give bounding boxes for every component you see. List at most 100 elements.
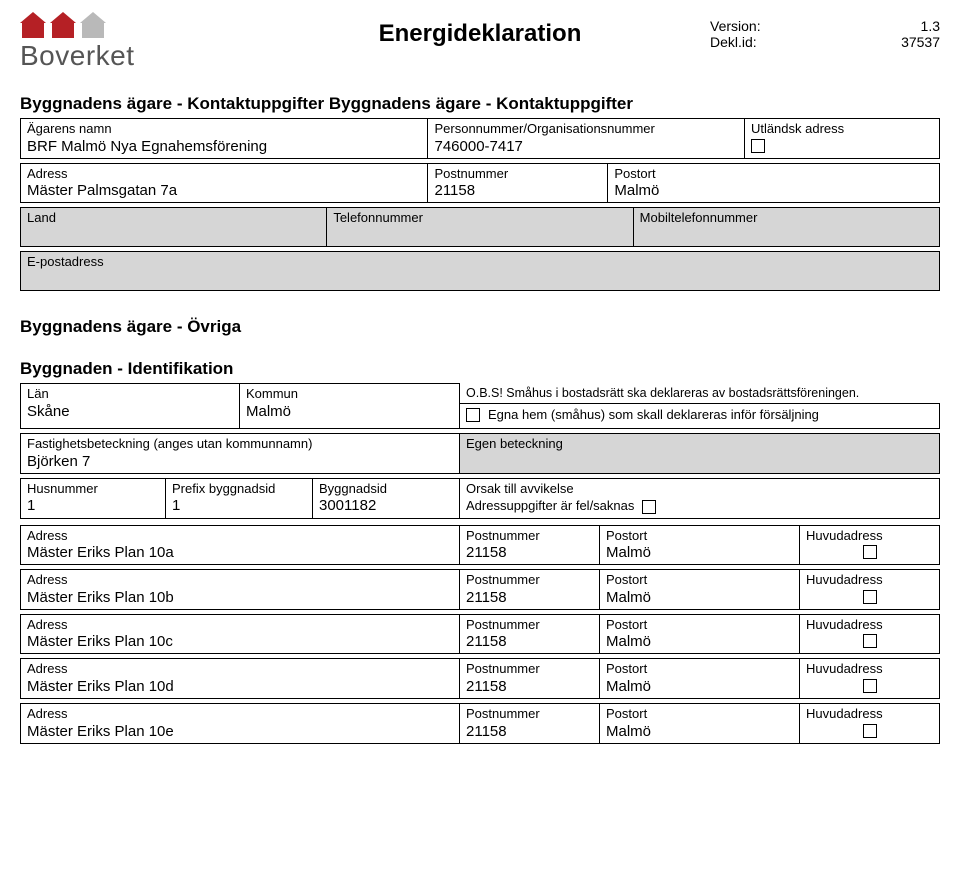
owner-orgnr-value: 746000-7417 xyxy=(434,137,737,155)
addr-postort-value: Malmö xyxy=(606,632,793,650)
huvudadress-checkbox[interactable] xyxy=(863,590,877,604)
field-label: Postnummer xyxy=(434,166,601,182)
owner-postnr-field: Postnummer 21158 xyxy=(428,163,608,204)
addr-postnr-value: 21158 xyxy=(466,543,593,561)
obs-column: O.B.S! Småhus i bostadsrätt ska deklarer… xyxy=(460,383,940,429)
owner-mobil-value xyxy=(640,226,933,227)
owner-row-4: E-postadress xyxy=(20,251,940,291)
addr-huvud-field: Huvudadress xyxy=(800,525,940,566)
page-header: Boverket Energideklaration Version: 1.3 … xyxy=(20,12,940,72)
addr-postnr-field: Postnummer21158 xyxy=(460,569,600,610)
section-ident-title: Byggnaden - Identifikation xyxy=(20,359,940,379)
orsak-text: Adressuppgifter är fel/saknas xyxy=(466,498,634,514)
addr-adress-field: AdressMäster Eriks Plan 10a xyxy=(20,525,460,566)
prefix-value: 1 xyxy=(172,496,306,514)
orsak-checkbox[interactable] xyxy=(642,500,656,514)
field-label: Huvudadress xyxy=(806,617,883,633)
owner-address-field: Adress Mäster Palmsgatan 7a xyxy=(20,163,428,204)
huvudadress-checkbox[interactable] xyxy=(863,679,877,693)
addr-adress-field: AdressMäster Eriks Plan 10b xyxy=(20,569,460,610)
egenbet-field: Egen beteckning xyxy=(460,433,940,474)
field-label: Postnummer xyxy=(466,528,593,544)
field-label: Mobiltelefonnummer xyxy=(640,210,933,226)
egna-hem-checkbox[interactable] xyxy=(466,408,480,422)
house-icon xyxy=(20,12,46,38)
field-label: Län xyxy=(27,386,233,402)
field-label: Postort xyxy=(606,528,793,544)
addr-adress-value: Mäster Eriks Plan 10d xyxy=(27,677,453,695)
logo: Boverket xyxy=(20,12,250,72)
address-row: AdressMäster Eriks Plan 10ePostnummer211… xyxy=(20,703,940,744)
addr-postort-value: Malmö xyxy=(606,543,793,561)
version-label: Version: xyxy=(710,18,810,34)
addr-postnr-field: Postnummer21158 xyxy=(460,658,600,699)
field-label: Kommun xyxy=(246,386,453,402)
huvudadress-checkbox[interactable] xyxy=(863,724,877,738)
addr-postnr-value: 21158 xyxy=(466,632,593,650)
house-icon xyxy=(50,12,76,38)
deklid-label: Dekl.id: xyxy=(710,34,810,50)
field-label: Postort xyxy=(606,661,793,677)
addr-adress-field: AdressMäster Eriks Plan 10d xyxy=(20,658,460,699)
huvudadress-checkbox[interactable] xyxy=(863,545,877,559)
addr-adress-value: Mäster Eriks Plan 10e xyxy=(27,722,453,740)
ident-row-2: Fastighetsbeteckning (anges utan kommunn… xyxy=(20,433,940,474)
owner-name-field: Ägarens namn BRF Malmö Nya Egnahemsfören… xyxy=(20,118,428,159)
huvudadress-checkbox[interactable] xyxy=(863,634,877,648)
owner-row-1: Ägarens namn BRF Malmö Nya Egnahemsfören… xyxy=(20,118,940,159)
addr-adress-value: Mäster Eriks Plan 10b xyxy=(27,588,453,606)
addr-postort-field: PostortMalmö xyxy=(600,569,800,610)
addr-postnr-field: Postnummer21158 xyxy=(460,703,600,744)
field-label: E-postadress xyxy=(27,254,933,270)
owner-orgnr-field: Personnummer/Organisationsnummer 746000-… xyxy=(428,118,744,159)
byggid-value: 3001182 xyxy=(319,496,453,514)
field-label: Personnummer/Organisationsnummer xyxy=(434,121,737,137)
kommun-value: Malmö xyxy=(246,402,453,420)
addr-postort-value: Malmö xyxy=(606,722,793,740)
egna-hem-label: Egna hem (småhus) som skall deklareras i… xyxy=(488,407,819,423)
document-meta: Version: 1.3 Dekl.id: 37537 xyxy=(710,12,940,50)
field-label: Postort xyxy=(606,617,793,633)
foreign-address-checkbox[interactable] xyxy=(751,139,765,153)
fastighet-value: Björken 7 xyxy=(27,452,453,470)
addr-postnr-field: Postnummer21158 xyxy=(460,525,600,566)
field-label: Adress xyxy=(27,572,453,588)
owner-email-value xyxy=(27,270,933,271)
field-label: Utländsk adress xyxy=(751,121,933,137)
version-value: 1.3 xyxy=(921,18,940,34)
field-label: Ägarens namn xyxy=(27,121,421,137)
field-label: Land xyxy=(27,210,320,226)
field-label: Postort xyxy=(606,572,793,588)
field-label: Postort xyxy=(606,706,793,722)
addr-adress-value: Mäster Eriks Plan 10a xyxy=(27,543,453,561)
address-row: AdressMäster Eriks Plan 10dPostnummer211… xyxy=(20,658,940,699)
husnr-field: Husnummer 1 xyxy=(20,478,166,519)
field-label: Postnummer xyxy=(466,572,593,588)
addr-postort-field: PostortMalmö xyxy=(600,658,800,699)
field-label: Adress xyxy=(27,706,453,722)
addr-huvud-field: Huvudadress xyxy=(800,569,940,610)
addr-adress-field: AdressMäster Eriks Plan 10e xyxy=(20,703,460,744)
owner-postort-value: Malmö xyxy=(614,181,933,199)
logo-text: Boverket xyxy=(20,40,250,72)
addr-postort-value: Malmö xyxy=(606,588,793,606)
logo-icon xyxy=(20,12,250,38)
address-row: AdressMäster Eriks Plan 10bPostnummer211… xyxy=(20,569,940,610)
field-label: Adress xyxy=(27,166,421,182)
addr-postort-field: PostortMalmö xyxy=(600,614,800,655)
field-label: Postnummer xyxy=(466,617,593,633)
field-label: Orsak till avvikelse xyxy=(466,481,933,497)
egna-hem-field: Egna hem (småhus) som skall deklareras i… xyxy=(460,403,940,429)
field-label: Husnummer xyxy=(27,481,159,497)
owner-address-value: Mäster Palmsgatan 7a xyxy=(27,181,421,199)
owner-tel-field: Telefonnummer xyxy=(327,207,633,247)
addr-huvud-field: Huvudadress xyxy=(800,703,940,744)
orsak-field: Orsak till avvikelse Adressuppgifter är … xyxy=(460,478,940,519)
lan-field: Län Skåne xyxy=(20,383,240,429)
field-label: Huvudadress xyxy=(806,706,883,722)
address-row: AdressMäster Eriks Plan 10aPostnummer211… xyxy=(20,525,940,566)
field-label: Byggnadsid xyxy=(319,481,453,497)
owner-postort-field: Postort Malmö xyxy=(608,163,940,204)
husnr-value: 1 xyxy=(27,496,159,514)
owner-row-2: Adress Mäster Palmsgatan 7a Postnummer 2… xyxy=(20,163,940,204)
